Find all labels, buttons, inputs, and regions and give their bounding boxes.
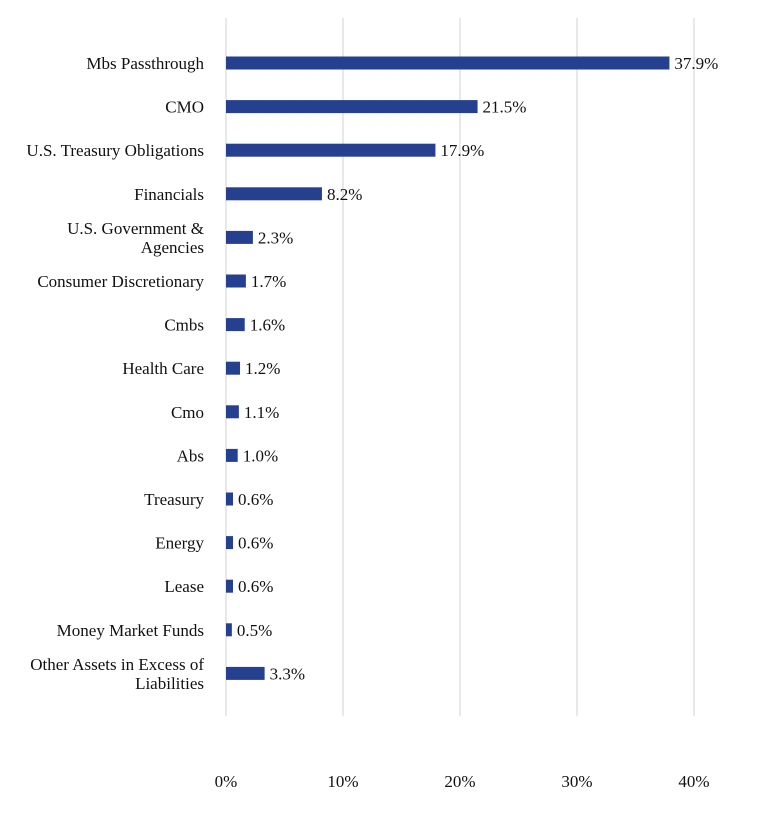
x-tick-label: 0% [215, 772, 238, 791]
x-tick-label: 10% [327, 772, 358, 791]
data-label: 0.6% [238, 534, 273, 553]
category-label-line: Mbs Passthrough [86, 54, 204, 73]
category-label-line: Financials [134, 185, 204, 204]
x-axis-ticks: 0% 10% 20% 30% 40% [215, 772, 710, 791]
data-label: 1.2% [245, 359, 280, 378]
bar [226, 448, 238, 462]
category-label: Lease [164, 577, 204, 596]
category-label: Energy [155, 534, 204, 553]
data-label: 21.5% [483, 98, 527, 117]
category-label: U.S. Treasury Obligations [26, 141, 204, 160]
bar [226, 579, 234, 593]
category-label-line: Other Assets in Excess of [30, 655, 204, 674]
x-tick-label: 40% [678, 772, 709, 791]
gridlines [225, 18, 695, 716]
data-label: 0.5% [237, 621, 272, 640]
category-label-line: Abs [177, 446, 204, 465]
bar [226, 56, 670, 70]
data-label: 1.0% [243, 446, 278, 465]
bar [226, 623, 232, 637]
data-label: 0.6% [238, 490, 273, 509]
category-label: Mbs Passthrough [86, 54, 204, 73]
bar [226, 361, 241, 375]
category-label: Health Care [122, 359, 204, 378]
category-label-line: Health Care [122, 359, 204, 378]
data-label: 1.7% [251, 272, 286, 291]
data-labels: 37.9% 21.5% 17.9% 8.2% 2.3% 1.7% 1.6% 1.2% 1.1% 1… [237, 54, 719, 683]
bar [226, 100, 478, 114]
data-label: 0.6% [238, 577, 273, 596]
bar [226, 274, 246, 288]
data-label: 1.1% [244, 403, 279, 422]
bar [226, 666, 265, 680]
data-label: 8.2% [327, 185, 362, 204]
category-label: Abs [177, 446, 204, 465]
bars [226, 56, 670, 680]
bar [226, 405, 239, 419]
category-label: Treasury [144, 490, 204, 509]
category-labels: Mbs Passthrough CMO U.S. Treasury Obligati… [26, 54, 204, 693]
bar [226, 143, 436, 157]
category-label-line: Consumer Discretionary [37, 272, 204, 291]
category-label: Money Market Funds [57, 621, 204, 640]
category-label-line: Cmo [171, 403, 204, 422]
x-tick-label: 30% [561, 772, 592, 791]
category-label-line: Agencies [141, 238, 204, 257]
category-label-line: CMO [165, 98, 204, 117]
bar [226, 230, 253, 244]
category-label: Consumer Discretionary [37, 272, 204, 291]
category-label-line: U.S. Government & [67, 219, 204, 238]
bar [226, 318, 245, 332]
category-label: Other Assets in Excess of Liabilities [30, 655, 204, 693]
category-label-line: Lease [164, 577, 204, 596]
category-label-line: Money Market Funds [57, 621, 204, 640]
data-label: 1.6% [250, 316, 285, 335]
category-label-line: U.S. Treasury Obligations [26, 141, 204, 160]
bar [226, 187, 322, 201]
category-label: CMO [165, 98, 204, 117]
category-label: Financials [134, 185, 204, 204]
category-label: U.S. Government & Agencies [67, 219, 204, 257]
data-label: 17.9% [440, 141, 484, 160]
bar [226, 492, 234, 506]
data-label: 37.9% [674, 54, 718, 73]
category-label-line: Liabilities [135, 674, 204, 693]
category-label-line: Cmbs [164, 316, 204, 335]
category-label-line: Treasury [144, 490, 204, 509]
category-label-line: Energy [155, 534, 204, 553]
bar [226, 536, 234, 550]
category-label: Cmbs [164, 316, 204, 335]
x-tick-label: 20% [444, 772, 475, 791]
category-label: Cmo [171, 403, 204, 422]
data-label: 3.3% [270, 664, 305, 683]
data-label: 2.3% [258, 228, 293, 247]
